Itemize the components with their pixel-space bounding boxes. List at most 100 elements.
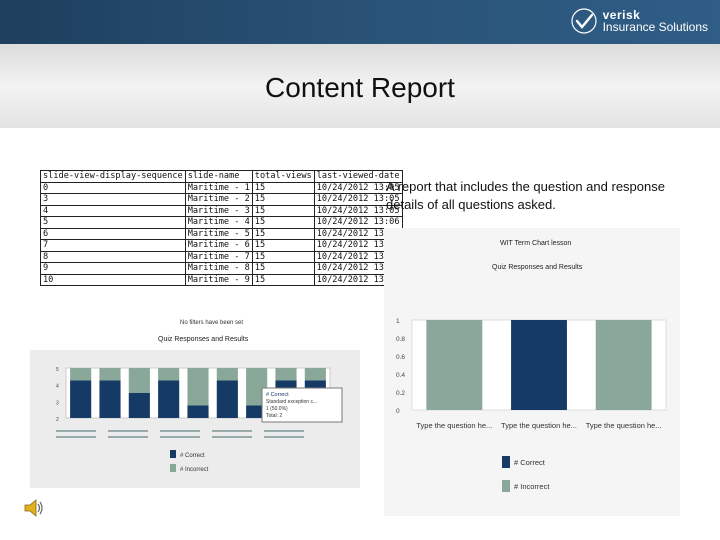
table-cell: 5 — [40, 216, 186, 229]
table-row: 3 Maritime - 2 15 10/24/2012 13:05 — [40, 193, 403, 206]
column-header: last-viewed-date — [313, 170, 403, 183]
table-cell: 7 — [40, 239, 186, 252]
verisk-logo: verisk Insurance Solutions — [570, 6, 708, 36]
table-row: 5 Maritime - 4 15 10/24/2012 13:06 — [40, 216, 403, 229]
legend-label: # Incorrect — [514, 482, 550, 491]
bar-incorrect — [595, 320, 652, 410]
table-cell: 6 — [40, 227, 186, 240]
bar-incorrect — [158, 368, 180, 381]
table-cell: 10 — [40, 273, 186, 286]
left-chart-panel: 5 4 3 2 # Correct Standard exception c... 1 (5… — [30, 350, 360, 488]
y-tick-label: 0 — [396, 408, 400, 415]
y-tick-label: 3 — [56, 400, 59, 406]
table-cell: 10/24/2012 13:05 — [313, 204, 403, 217]
report-description: A report that includes the question and … — [386, 179, 665, 212]
x-axis-label-line — [160, 430, 200, 432]
bar-correct — [216, 380, 238, 418]
table-cell: Maritime - 3 — [184, 204, 253, 217]
table-cell: 0 — [40, 181, 186, 194]
x-axis-label-line — [212, 430, 252, 432]
bar-correct — [70, 380, 92, 418]
bar-incorrect — [426, 320, 483, 410]
y-tick-label: 0.8 — [396, 336, 405, 343]
right-bar-chart: 1 0.8 0.6 0.4 0.2 0 Type the question he... Typ… — [396, 318, 667, 492]
tooltip-line: 1 (50.0%) — [266, 406, 288, 412]
table-cell: 15 — [251, 239, 315, 252]
right-chart-lesson-title: WIT Term Chart lesson — [500, 240, 572, 247]
content-report-table: slide-view-display-sequence slide-name t… — [40, 170, 403, 286]
x-axis-label-line — [56, 430, 96, 432]
bar-incorrect — [128, 368, 150, 393]
table-cell: Maritime - 7 — [184, 250, 253, 263]
table-cell: 8 — [40, 250, 186, 263]
table-cell: Maritime - 8 — [184, 262, 253, 275]
table-cell: 10/24/2012 13:06 — [313, 216, 403, 229]
bar-incorrect — [275, 368, 297, 381]
x-axis-label-line — [264, 430, 304, 432]
table-cell: 15 — [251, 262, 315, 275]
x-axis-label-line — [108, 430, 148, 432]
y-tick-label: 1 — [396, 318, 400, 325]
table-cell: 15 — [251, 216, 315, 229]
brand-subtitle: Insurance Solutions — [602, 20, 708, 34]
table-cell: Maritime - 5 — [184, 227, 253, 240]
bar-incorrect — [216, 368, 238, 381]
y-tick-label: 0.2 — [396, 390, 405, 397]
table-cell: Maritime - 9 — [184, 273, 253, 286]
y-tick-label: 5 — [56, 367, 59, 373]
x-axis-label-line — [212, 436, 252, 438]
x-tick-label: Type the question he... — [501, 421, 577, 430]
table-cell: 10/24/2012 13:06 — [313, 227, 403, 240]
brand-name: verisk — [602, 8, 641, 22]
table-cell: 9 — [40, 262, 186, 275]
table-row: 4 Maritime - 3 15 10/24/2012 13:05 — [40, 204, 403, 217]
header-bar: verisk Insurance Solutions — [0, 0, 720, 44]
tooltip-line: Standard exception c... — [266, 399, 317, 405]
page-title: Content Report — [265, 72, 455, 103]
table-row: 7 Maritime - 6 15 10/24/2012 13:06 — [40, 239, 403, 252]
x-tick-label: Type the question he... — [416, 421, 492, 430]
right-chart-title: Quiz Responses and Results — [492, 264, 583, 271]
table-cell: 15 — [251, 181, 315, 194]
table-cell: 15 — [251, 250, 315, 263]
table-row: 10 Maritime - 9 15 10/24/2012 13:06 — [40, 273, 403, 286]
table-row: 9 Maritime - 8 15 10/24/2012 13:06 — [40, 262, 403, 275]
x-axis-label-line — [264, 436, 304, 438]
table-cell: 10/24/2012 13:05 — [313, 193, 403, 206]
table-row: 8 Maritime - 7 15 10/24/2012 13:06 — [40, 250, 403, 263]
table-header-row: slide-view-display-sequence slide-name t… — [40, 170, 403, 183]
column-header: slide-view-display-sequence — [40, 170, 186, 183]
bar-incorrect — [99, 368, 121, 381]
bar-correct — [158, 380, 180, 418]
bar-incorrect — [70, 368, 92, 381]
legend-label: # Incorrect — [180, 467, 209, 473]
x-axis-label-line — [160, 436, 200, 438]
tooltip-series: # Correct — [266, 392, 289, 398]
tooltip-line: Total: 2 — [266, 413, 282, 419]
y-tick-label: 2 — [56, 417, 59, 423]
table-cell: Maritime - 1 — [184, 181, 253, 194]
bar-correct — [99, 380, 121, 418]
bar-incorrect — [304, 368, 326, 381]
legend-swatch-correct — [502, 456, 510, 468]
column-header: total-views — [251, 170, 315, 183]
x-axis-label-line — [108, 436, 148, 438]
table-cell: 15 — [251, 227, 315, 240]
tooltip-box — [261, 387, 343, 423]
speaker-icon[interactable] — [22, 496, 46, 520]
legend-swatch-incorrect — [502, 480, 510, 492]
table-row: 6 Maritime - 5 15 10/24/2012 13:06 — [40, 227, 403, 240]
legend-swatch-incorrect — [170, 464, 176, 472]
table-row: 0 Maritime - 1 15 10/24/2012 13:05 — [40, 181, 403, 194]
y-tick-label: 4 — [56, 384, 59, 390]
bar-correct — [511, 320, 567, 410]
table-cell: 10/24/2012 13:06 — [313, 273, 403, 286]
title-band — [0, 44, 720, 128]
x-tick-label: Type the question he... — [586, 421, 662, 430]
table-cell: 3 — [40, 193, 186, 206]
table-cell: Maritime - 4 — [184, 216, 253, 229]
legend-label: # Correct — [514, 458, 546, 467]
legend-label: # Correct — [180, 453, 205, 459]
table-cell: 4 — [40, 204, 186, 217]
